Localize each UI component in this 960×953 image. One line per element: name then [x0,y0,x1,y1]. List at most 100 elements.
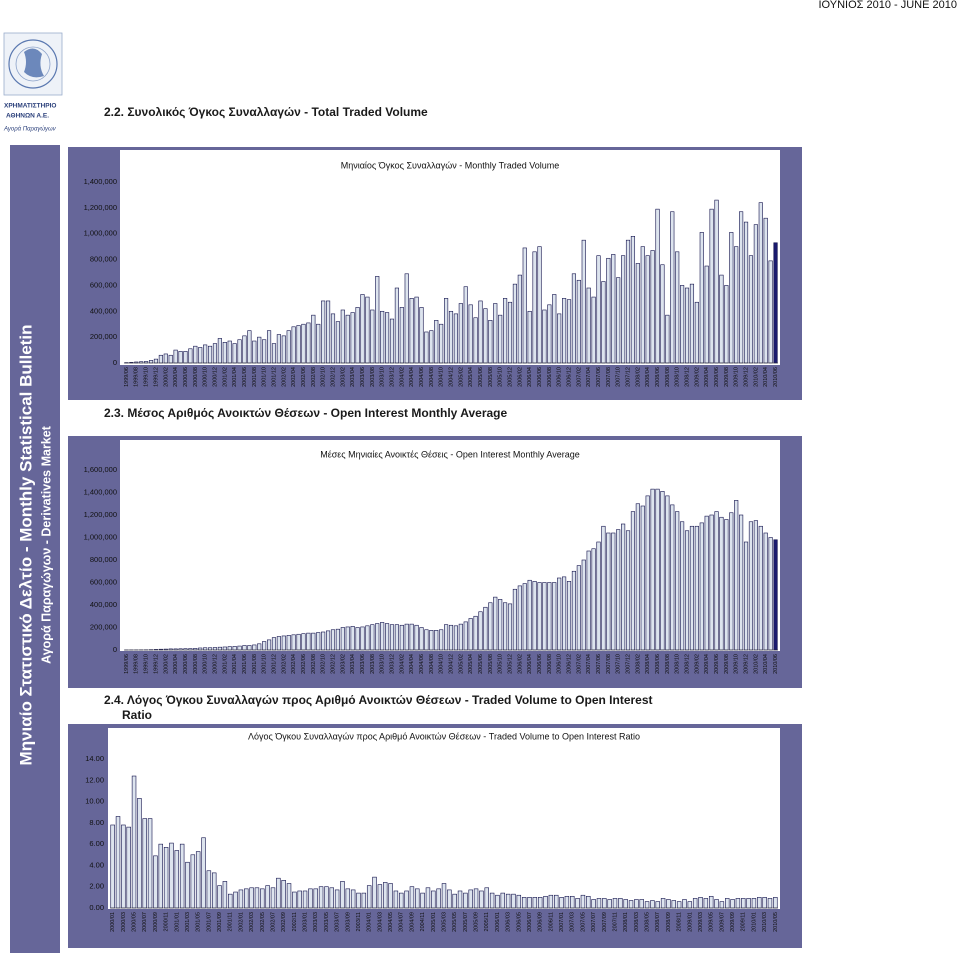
bar [645,495,650,651]
x-tick-label: 2004/09 [409,912,415,932]
x-tick-label: 2004/11 [420,912,426,931]
bar [616,529,621,651]
sidebar-title: Μηνιαίο Στατιστικό Δελτίο - Monthly Stat… [16,325,35,766]
x-tick-label: 2006/05 [516,912,522,932]
bar [195,851,201,909]
x-tick-label: 2001/04 [232,654,238,674]
bar [399,624,404,651]
x-tick-label: 2004/03 [377,912,383,932]
bar [554,894,559,909]
x-tick-label: 2010/06 [773,654,779,674]
bar [296,325,301,364]
bar [512,588,517,651]
bar [389,624,395,651]
bar [488,320,493,364]
bar [415,888,420,909]
bar [247,645,252,651]
bar [468,304,473,364]
y-tick-label: 0 [113,645,117,654]
y-tick-label: 1,200,000 [84,203,117,212]
bar [222,881,228,909]
bar [434,630,439,651]
bar [158,354,163,364]
x-tick-label: 2005/06 [478,367,484,387]
bar [350,889,356,909]
bar [265,885,270,909]
bar [334,889,340,909]
x-tick-label: 2009/08 [724,367,730,387]
x-tick-label: 2007/01 [559,912,565,932]
bar [271,637,277,651]
x-tick-label: 2009/04 [704,654,710,674]
x-tick-label: 2004/05 [388,912,394,932]
x-tick-label: 2000/04 [173,367,179,387]
x-tick-label: 2001/08 [252,654,258,674]
bar [399,892,404,909]
x-tick-label: 2000/08 [193,654,199,674]
bar [562,298,567,364]
x-tick-label: 2007/02 [576,367,582,387]
bar [414,296,419,364]
x-tick-label: 2010/05 [773,912,779,932]
bar [655,208,660,364]
bar [537,582,542,651]
bar [625,239,631,364]
bar [301,633,306,651]
bar [773,242,778,364]
bar [153,855,158,909]
bar [557,577,562,651]
bar [473,615,478,651]
bar [511,893,516,909]
x-tick-label: 2009/03 [698,912,704,932]
bar [271,343,277,364]
bar [228,893,233,909]
x-tick-label: 2002/02 [281,367,287,387]
bar [227,340,232,364]
bar [207,647,213,651]
bar [763,532,768,651]
bar [547,304,552,364]
bar [340,309,345,364]
bar [340,881,345,909]
bar [618,898,623,909]
bar [190,854,196,909]
section-heading: 2.4. Λόγος Όγκου Συναλλαγών προς Αριθμό … [104,693,653,722]
x-tick-label: 2001/05 [196,912,202,932]
bar [606,257,611,364]
bar [252,644,257,651]
bar [692,898,698,909]
bar [739,211,744,364]
x-tick-label: 2000/06 [183,367,189,387]
x-tick-label: 2009/05 [709,912,715,932]
y-tick-label: 4.00 [89,860,104,869]
bar [709,208,714,364]
bar [522,247,527,364]
bar [576,279,581,364]
bar [699,232,704,364]
bar [532,251,537,364]
x-tick-label: 2006/10 [557,654,563,674]
x-tick-label: 2003/11 [356,912,362,931]
bar [684,287,690,364]
bar [644,901,650,909]
bar [370,309,375,364]
bar [768,260,773,364]
bar [473,888,479,909]
x-tick-label: 2003/09 [345,912,351,932]
bar [699,522,704,651]
bar [522,583,527,651]
bar [581,559,586,651]
bar [404,273,409,364]
bar [217,646,222,651]
x-tick-label: 2004/10 [439,367,445,387]
x-tick-label: 2009/09 [730,912,736,932]
x-tick-label: 2002/08 [311,654,317,674]
y-tick-label: 400,000 [90,306,117,315]
x-tick-label: 2002/06 [301,367,307,387]
bar [414,624,419,651]
bar [233,891,238,909]
bar [183,351,188,364]
x-tick-label: 2003/10 [380,367,386,387]
logo-name: ΑΘΗΝΩΝ Α.Ε. [6,113,49,120]
logo-name: ΧΡΗΜΑΤΙΣΤΗΡΙΟ [4,103,56,110]
